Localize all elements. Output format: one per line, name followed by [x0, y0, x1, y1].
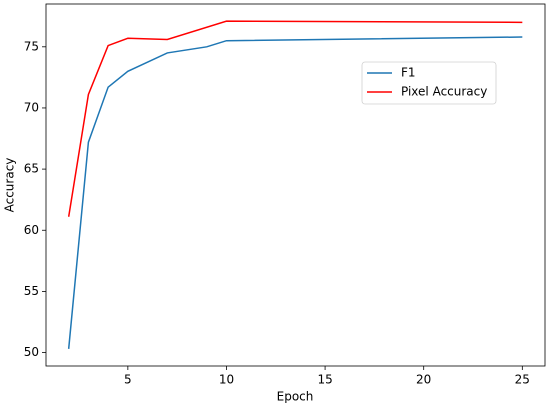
x-tick-label: 10 [219, 373, 234, 387]
y-tick-label: 55 [24, 284, 39, 298]
y-axis-label: Accuracy [3, 158, 17, 213]
legend-label: Pixel Accuracy [401, 85, 487, 99]
x-tick-label: 5 [124, 373, 132, 387]
legend-label: F1 [401, 66, 416, 80]
y-tick-label: 50 [24, 345, 39, 359]
y-tick-label: 75 [24, 39, 39, 53]
x-axis-label: Epoch [277, 390, 314, 404]
y-tick-label: 60 [24, 223, 39, 237]
plot-frame [45, 3, 546, 367]
y-tick-label: 65 [24, 162, 39, 176]
y-tick-label: 70 [24, 100, 39, 114]
line-series [67, 36, 523, 349]
x-tick-label: 25 [515, 373, 530, 387]
legend-box [361, 61, 497, 105]
x-tick-label: 15 [317, 373, 332, 387]
x-tick-label: 20 [416, 373, 431, 387]
line-series [67, 20, 523, 217]
